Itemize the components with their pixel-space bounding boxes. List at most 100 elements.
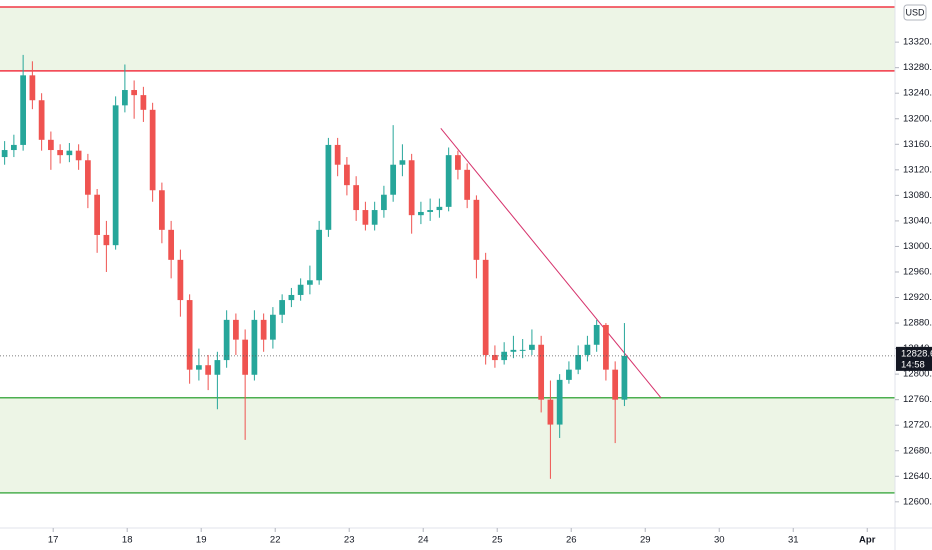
candle-body (223, 319, 230, 361)
x-tick-label: 17 (48, 535, 59, 546)
plot-area (0, 6, 895, 494)
candle-body (510, 349, 517, 352)
candle-body (279, 300, 286, 315)
candle-body (196, 365, 202, 370)
candle-body (381, 194, 387, 211)
candle-body (593, 324, 600, 345)
candle-body (464, 169, 471, 200)
y-tick-label: 12760.0 (903, 394, 932, 405)
candle-body (334, 144, 341, 165)
y-tick-label: 13040.0 (903, 215, 932, 226)
candle-body (57, 150, 63, 156)
candle-body (186, 300, 193, 370)
candle-body (297, 284, 304, 295)
candle-body (390, 164, 397, 195)
candle-body (140, 95, 147, 110)
candle-body (344, 164, 350, 186)
candle-body (575, 354, 582, 370)
candle-body (529, 344, 535, 350)
currency-badge[interactable] (903, 4, 927, 21)
zone (0, 7, 895, 71)
zone (0, 397, 895, 493)
y-tick-label: 13200.0 (903, 113, 932, 124)
candle-body (538, 344, 545, 400)
y-tick-label: 13240.0 (903, 88, 932, 99)
candle-body (482, 259, 489, 355)
candle-body (547, 399, 554, 425)
candle-body (473, 199, 480, 260)
candle-body (48, 139, 54, 151)
candle-body (519, 349, 526, 351)
candle-body (399, 160, 406, 165)
candle-body (316, 229, 323, 281)
candle-body (353, 185, 360, 211)
candle-body (233, 319, 239, 340)
candle-body (131, 90, 138, 96)
y-tick-label: 12680.0 (903, 445, 932, 456)
y-tick-label: 13080.0 (903, 190, 932, 201)
y-tick-label: 13160.0 (903, 139, 932, 150)
x-tick-label: 18 (122, 535, 133, 546)
candle-body (251, 319, 258, 375)
currency-label: USD (905, 7, 925, 17)
x-tick-label: 23 (344, 535, 355, 546)
y-tick-label: 12880.0 (903, 318, 932, 329)
candle-body (11, 144, 17, 151)
candle-body (408, 160, 415, 216)
candle-body (362, 210, 369, 225)
candle-body (288, 294, 295, 301)
candle-body (445, 155, 452, 207)
candle-body (1, 150, 8, 158)
last-price-box (896, 346, 932, 371)
candle-body (427, 210, 434, 212)
candle-body (436, 206, 443, 211)
x-tick-label: 25 (492, 535, 503, 546)
candle-body (556, 379, 563, 425)
candle-body (94, 194, 100, 235)
last-price-label: 12828.6 (901, 348, 932, 359)
candle-body (149, 109, 156, 191)
candle-body (112, 105, 119, 246)
candle-body (168, 229, 175, 260)
candle-body (66, 150, 73, 156)
candle-body (492, 354, 498, 361)
y-tick-label: 13320.0 (903, 37, 932, 48)
candle-body (20, 75, 26, 145)
candle-body (29, 75, 36, 101)
x-tick-label: 24 (418, 535, 429, 546)
countdown-label: 14:58 (901, 359, 925, 370)
x-tick-label: 29 (640, 535, 651, 546)
x-tick-label: Apr (859, 535, 876, 546)
x-tick-label: 30 (714, 535, 725, 546)
candle-body (177, 259, 184, 301)
y-tick-label: 12640.0 (903, 471, 932, 482)
axes: 13320.0 13280.0 13240.0 13200.0 13160.0 13120… (48, 37, 932, 546)
candle-body (242, 339, 249, 375)
candle-body (584, 344, 591, 355)
candle-body (270, 314, 276, 340)
y-tick-label: 12800.0 (903, 369, 932, 380)
candle-body (603, 324, 609, 370)
y-tick-label: 12600.0 (903, 496, 932, 507)
candle-body (371, 210, 378, 225)
x-tick-label: 22 (270, 535, 281, 546)
candle-body (85, 160, 91, 195)
candle-body (214, 360, 221, 375)
candle-body (260, 319, 267, 340)
y-tick-label: 12720.0 (903, 420, 932, 431)
y-tick-label: 12920.0 (903, 292, 932, 303)
x-tick-label: 31 (788, 535, 799, 546)
y-tick-label: 12960.0 (903, 266, 932, 277)
candle-body (38, 100, 45, 140)
candle-body (307, 280, 313, 285)
y-tick-label: 13280.0 (903, 62, 932, 73)
y-tick-label: 13120.0 (903, 164, 932, 175)
candle-body (205, 365, 212, 375)
x-tick-label: 26 (566, 535, 577, 546)
candle-body (455, 155, 461, 170)
candle-body (325, 144, 332, 230)
candle-body (621, 355, 628, 400)
candle-body (159, 190, 165, 230)
candle-body (612, 369, 619, 400)
